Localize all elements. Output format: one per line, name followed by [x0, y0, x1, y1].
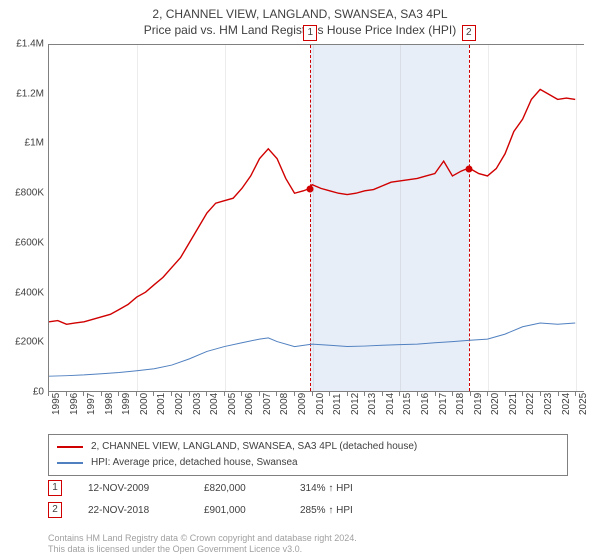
x-tick-label: 2004 [209, 393, 220, 415]
x-tick-label: 2020 [490, 393, 501, 415]
sale-hpi: 314% ↑ HPI [300, 483, 390, 494]
y-tick-label: £1.2M [0, 88, 44, 99]
sale-price: £820,000 [204, 483, 274, 494]
sale-date: 22-NOV-2018 [88, 505, 178, 516]
footer-line1: Contains HM Land Registry data © Crown c… [48, 533, 357, 545]
y-tick-label: £600K [0, 237, 44, 248]
x-tick-label: 2012 [350, 393, 361, 415]
sale-marker [465, 166, 472, 173]
x-tick-label: 2002 [174, 393, 185, 415]
x-tick-label: 2003 [192, 393, 203, 415]
sale-marker [307, 186, 314, 193]
x-tick-label: 2011 [332, 393, 343, 415]
x-tick-label: 2005 [227, 393, 238, 415]
sale-row: 2 22-NOV-2018 £901,000 285% ↑ HPI [48, 502, 390, 518]
sale-price: £901,000 [204, 505, 274, 516]
chart-subtitle: Price paid vs. HM Land Registry's House … [0, 22, 600, 38]
sale-date: 12-NOV-2009 [88, 483, 178, 494]
x-tick-label: 1996 [69, 393, 80, 415]
x-tick-label: 2013 [367, 393, 378, 415]
y-tick-label: £1M [0, 138, 44, 149]
x-tick-label: 2000 [139, 393, 150, 415]
x-tick-label: 2010 [315, 393, 326, 415]
x-tick-label: 2008 [279, 393, 290, 415]
legend-item: 2, CHANNEL VIEW, LANGLAND, SWANSEA, SA3 … [57, 439, 559, 455]
y-tick-label: £800K [0, 188, 44, 199]
x-tick-label: 2024 [561, 393, 572, 415]
sale-row: 1 12-NOV-2009 £820,000 314% ↑ HPI [48, 480, 390, 496]
legend-label: 2, CHANNEL VIEW, LANGLAND, SWANSEA, SA3 … [91, 439, 417, 455]
legend-box: 2, CHANNEL VIEW, LANGLAND, SWANSEA, SA3 … [48, 434, 568, 476]
x-tick-label: 2007 [262, 393, 273, 415]
x-tick-label: 2022 [525, 393, 536, 415]
x-tick-label: 2025 [578, 393, 589, 415]
titles-block: 2, CHANNEL VIEW, LANGLAND, SWANSEA, SA3 … [0, 0, 600, 38]
callout-box: 1 [303, 25, 317, 41]
chart-container: { "title_line1": "2, CHANNEL VIEW, LANGL… [0, 0, 600, 560]
x-tick-label: 2021 [508, 393, 519, 415]
sales-table: 1 12-NOV-2009 £820,000 314% ↑ HPI 2 22-NOV-20… [48, 480, 390, 524]
footer-attribution: Contains HM Land Registry data © Crown c… [48, 533, 357, 556]
y-tick-label: £400K [0, 287, 44, 298]
sale-index-box: 2 [48, 502, 62, 518]
x-tick-label: 2023 [543, 393, 554, 415]
series-line-property [49, 89, 575, 324]
series-line-hpi [49, 323, 575, 376]
x-tick-label: 2006 [244, 393, 255, 415]
y-tick-label: £1.4M [0, 39, 44, 50]
x-tick-label: 1997 [86, 393, 97, 415]
legend-item: HPI: Average price, detached house, Swan… [57, 455, 559, 471]
x-tick-label: 2018 [455, 393, 466, 415]
legend-swatch [57, 462, 83, 464]
y-tick-label: £200K [0, 337, 44, 348]
y-tick-label: £0 [0, 387, 44, 398]
x-tick-label: 2019 [473, 393, 484, 415]
x-tick-label: 2017 [438, 393, 449, 415]
x-tick-label: 1999 [121, 393, 132, 415]
x-tick-label: 2015 [402, 393, 413, 415]
chart-title: 2, CHANNEL VIEW, LANGLAND, SWANSEA, SA3 … [0, 6, 600, 22]
x-tick-label: 2001 [156, 393, 167, 415]
x-tick-label: 1995 [51, 393, 62, 415]
x-tick-label: 2009 [297, 393, 308, 415]
x-tick-label: 2016 [420, 393, 431, 415]
sale-hpi: 285% ↑ HPI [300, 505, 390, 516]
legend-label: HPI: Average price, detached house, Swan… [91, 455, 298, 471]
x-tick-label: 2014 [385, 393, 396, 415]
chart-area: 12 £0£200K£400K£600K£800K£1M£1.2M£1.4M 1… [48, 44, 584, 392]
x-tick-label: 1998 [104, 393, 115, 415]
legend-swatch [57, 446, 83, 448]
callout-box: 2 [462, 25, 476, 41]
sale-index-box: 1 [48, 480, 62, 496]
line-series-svg [49, 45, 584, 391]
footer-line2: This data is licensed under the Open Gov… [48, 544, 357, 556]
plot-area: 12 [48, 44, 584, 392]
